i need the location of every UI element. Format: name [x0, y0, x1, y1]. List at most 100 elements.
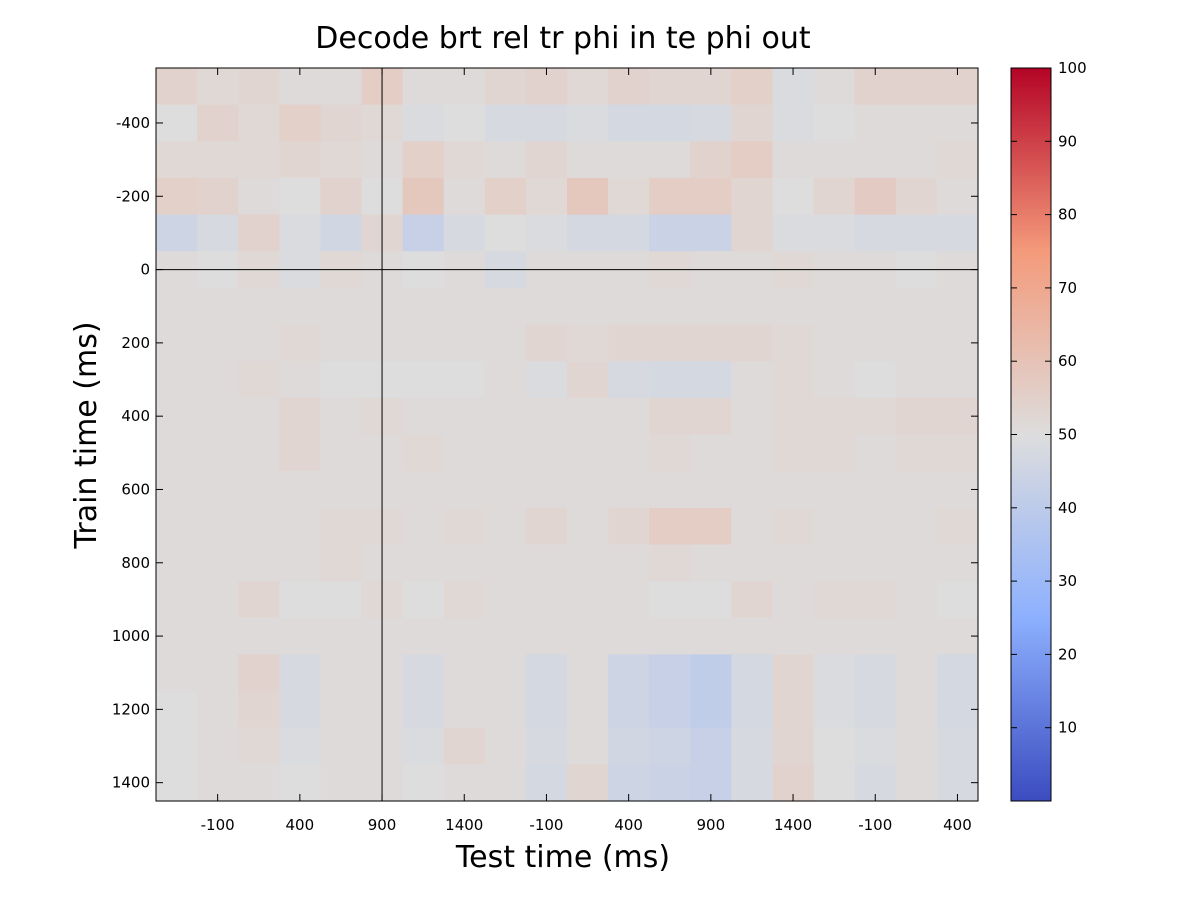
colorbar-tick-label: 50 [1058, 426, 1077, 444]
heatmap-cell [731, 361, 774, 399]
heatmap-cell [402, 361, 445, 399]
heatmap-cell [608, 104, 650, 142]
heatmap-cell [854, 581, 897, 619]
heatmap-cell [895, 177, 938, 216]
heatmap-cell [649, 361, 691, 399]
heatmap-cell [813, 507, 856, 546]
heatmap-cell [690, 471, 732, 509]
heatmap-cell [649, 68, 691, 106]
heatmap-cell [690, 654, 732, 692]
heatmap-cell [690, 617, 732, 655]
heatmap-cell [320, 691, 363, 729]
heatmap-cell [443, 141, 486, 179]
heatmap-cell [731, 471, 774, 509]
heatmap-cell [484, 654, 527, 692]
heatmap-cell [854, 507, 897, 546]
heatmap-cell [813, 397, 856, 436]
heatmap-cell [813, 581, 856, 619]
heatmap-cell [525, 691, 568, 729]
heatmap-cell [649, 177, 691, 216]
heatmap-cell [320, 544, 363, 582]
heatmap-cell [443, 581, 486, 619]
heatmap-cell [854, 397, 897, 436]
heatmap-cell [238, 397, 280, 436]
heatmap-cell [772, 177, 815, 216]
heatmap-cell [279, 177, 321, 216]
heatmap-cell [690, 361, 732, 399]
heatmap-cell [197, 177, 239, 216]
heatmap-cell [320, 287, 363, 326]
heatmap-cell [936, 361, 979, 399]
heatmap-cell [649, 141, 691, 179]
heatmap-cell [690, 177, 732, 216]
heatmap-cell [567, 68, 609, 106]
heatmap-cell [484, 764, 527, 802]
heatmap-cell [567, 177, 609, 216]
heatmap-cell [525, 654, 568, 692]
heatmap-cell [772, 141, 815, 179]
heatmap-cell [772, 617, 815, 655]
heatmap-cell [567, 361, 609, 399]
heatmap-cell [895, 544, 938, 582]
heatmap-cell [690, 397, 732, 436]
heatmap-cell [649, 691, 691, 729]
x-axis-ticks: -100 400 900 1400 -100 400 900 1400 -100 400 [201, 68, 972, 834]
heatmap-cell [854, 691, 897, 729]
heatmap-cell [854, 471, 897, 509]
heatmap-cell [567, 727, 609, 765]
heatmap-cell [936, 727, 979, 765]
heatmap-cell [156, 434, 198, 472]
colorbar-tick-label: 80 [1058, 206, 1077, 224]
heatmap-cell [608, 654, 650, 692]
heatmap-cell [895, 764, 938, 802]
heatmap-cell [731, 654, 774, 692]
heatmap-cell [402, 581, 445, 619]
heatmap-cell [567, 764, 609, 802]
heatmap-cell [156, 68, 198, 106]
heatmap-cell [854, 104, 897, 142]
heatmap-cell [320, 581, 363, 619]
heatmap-cell [402, 727, 445, 765]
heatmap-cell [320, 104, 363, 142]
heatmap-cell [567, 287, 609, 326]
heatmap-cell [402, 104, 445, 142]
heatmap-cell [608, 507, 650, 546]
heatmap-cell [608, 581, 650, 619]
heatmap-cell [813, 324, 856, 362]
heatmap-cell [895, 471, 938, 509]
heatmap-cell [731, 141, 774, 179]
heatmap-cell [197, 287, 239, 326]
heatmap-cell [772, 471, 815, 509]
heatmap-cell [279, 727, 321, 765]
heatmap-cell [238, 68, 280, 106]
x-tick-label: 1400 [774, 816, 812, 834]
heatmap-cell [156, 141, 198, 179]
heatmap-cell [320, 361, 363, 399]
colorbar-tick-label: 60 [1058, 352, 1077, 370]
heatmap-cell [813, 361, 856, 399]
heatmap-cell [731, 214, 774, 252]
x-tick-label: 900 [368, 816, 397, 834]
heatmap-cell [443, 544, 486, 582]
x-tick-label: 400 [614, 816, 643, 834]
heatmap-cell [854, 654, 897, 692]
heatmap-cell [402, 471, 445, 509]
heatmap-cell [197, 581, 239, 619]
heatmap-cell [443, 361, 486, 399]
heatmap-cell [484, 104, 527, 142]
heatmap-cell [443, 617, 486, 655]
heatmap-cell [279, 507, 321, 546]
heatmap-cell [608, 141, 650, 179]
heatmap-cell [813, 141, 856, 179]
heatmap-cell [402, 434, 445, 472]
heatmap-cell [649, 214, 691, 252]
heatmap-cell [525, 104, 568, 142]
heatmap-cell [649, 287, 691, 326]
heatmap-cell [649, 471, 691, 509]
heatmap-cell [608, 617, 650, 655]
heatmap-cell [279, 214, 321, 252]
heatmap-cell [197, 434, 239, 472]
heatmap-cell [156, 214, 198, 252]
heatmap-cell [238, 104, 280, 142]
heatmap-cell [525, 397, 568, 436]
